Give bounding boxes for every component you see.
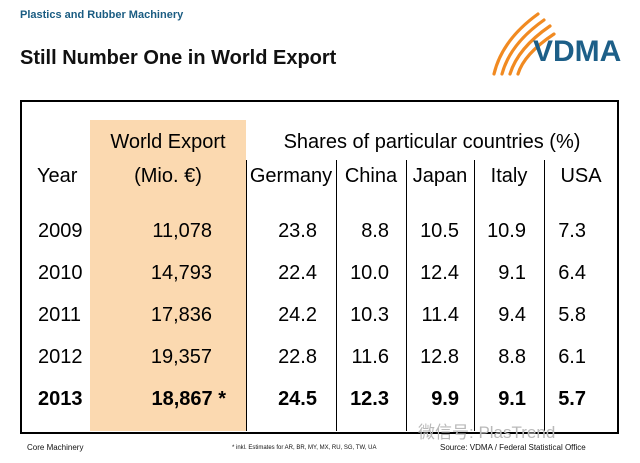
vdma-logo-icon [492,12,556,76]
share-cell: 9.1 [498,388,526,410]
source-note: Source: VDMA / Federal Statistical Offic… [440,443,586,452]
share-cell: 22.8 [278,346,317,368]
year-cell: 2010 [38,262,83,284]
export-cell: 11,078 [152,220,212,242]
share-cell: 11.4 [421,304,459,326]
column-divider [406,160,407,431]
world-export-highlight [90,120,246,431]
share-cell: 12.4 [420,262,459,284]
share-cell: 8.8 [361,220,389,242]
header-country: USA [560,165,602,187]
export-cell: 14,793 [150,262,212,284]
column-divider [544,160,545,431]
year-cell: 2009 [38,220,83,242]
footnote: * inkl. Estimates for AR, BR, MY, MX, RU… [232,445,377,451]
header-world-export-unit: (Mio. €) [134,165,202,187]
export-cell: 19,357 [150,346,212,368]
share-cell: 5.7 [558,388,586,410]
header-country: China [344,165,398,187]
share-cell: 11.6 [351,346,389,368]
share-cell: 8.8 [498,346,526,368]
year-cell: 2011 [38,304,82,326]
share-cell: 10.9 [487,220,526,242]
watermark: 微信号: PlasTrend [418,423,556,442]
header-country: Italy [490,165,528,187]
share-cell: 6.1 [558,346,586,368]
section-kicker: Plastics and Rubber Machinery [20,9,184,21]
share-cell: 9.4 [498,304,526,326]
export-cell: 18,867 * [151,388,226,410]
export-cell: 17,836 [150,304,212,326]
share-cell: 9.9 [431,388,459,410]
header-country: Japan [412,165,468,187]
vdma-logo-text: VDMA [533,35,622,68]
header-shares: Shares of particular countries (%) [283,131,581,153]
header-year: Year [37,165,78,187]
share-cell: 6.4 [558,262,586,284]
column-divider [474,160,475,431]
footer-left: Core Machinery [27,443,84,452]
column-divider [336,160,337,431]
share-cell: 22.4 [278,262,317,284]
share-cell: 10.5 [420,220,459,242]
share-cell: 10.0 [350,262,389,284]
header-world-export: World Export [110,131,226,153]
share-cell: 9.1 [498,262,526,284]
share-cell: 7.3 [558,220,586,242]
column-divider [246,160,247,431]
table-frame [20,100,619,434]
share-cell: 23.8 [278,220,317,242]
slide-title: Still Number One in World Export [20,47,337,69]
share-cell: 24.2 [278,304,317,326]
share-cell: 12.3 [350,388,389,410]
header-country: Germany [249,165,333,187]
year-cell: 2012 [38,346,83,368]
share-cell: 5.8 [558,304,586,326]
year-cell: 2013 [38,388,83,410]
share-cell: 10.3 [350,304,389,326]
share-cell: 12.8 [420,346,459,368]
share-cell: 24.5 [278,388,317,410]
